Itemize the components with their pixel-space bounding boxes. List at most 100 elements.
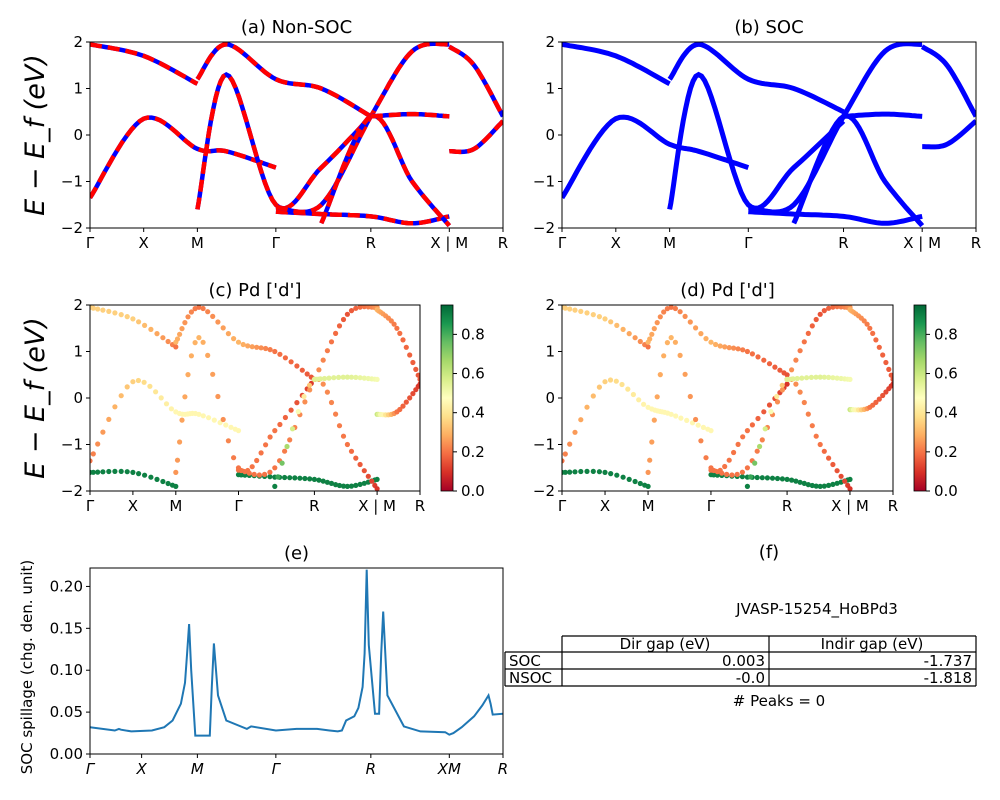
band-point	[215, 319, 221, 325]
band-point	[661, 353, 667, 359]
x-tick-label: R	[366, 234, 376, 252]
band-point	[562, 451, 568, 457]
band-point	[240, 341, 246, 348]
band-point	[148, 474, 154, 480]
band-point	[744, 483, 751, 489]
band-point	[357, 375, 363, 381]
band-point	[413, 366, 419, 372]
band-point	[394, 325, 400, 331]
x-tick-label: Γ	[86, 234, 95, 252]
colorbar-tick-label: 0.6	[461, 365, 485, 383]
band-point	[693, 416, 699, 423]
band-point	[651, 417, 657, 423]
band-point	[254, 344, 260, 350]
band-point	[834, 468, 840, 474]
band-point	[801, 399, 807, 406]
band-point	[220, 325, 226, 331]
band-point	[689, 420, 696, 426]
table-row-nsoc-indir-gap: -1.818	[924, 669, 972, 687]
band-point	[847, 376, 853, 382]
x-tick-label: Γ	[558, 234, 567, 252]
band-point	[672, 339, 679, 345]
y-tick-label: 0	[545, 126, 555, 144]
band-point	[572, 307, 578, 313]
band-point	[637, 480, 643, 487]
y-tick-label: −2	[533, 219, 555, 237]
band-point	[277, 351, 283, 357]
x-tick-label: R	[366, 760, 376, 778]
band-point	[626, 476, 632, 482]
band-point	[768, 409, 774, 415]
band-point	[182, 320, 188, 326]
band-point	[678, 415, 684, 421]
band-point	[340, 316, 347, 323]
band-point	[649, 331, 655, 337]
band-point	[759, 475, 765, 481]
panel-title: (d) Pd ['d']	[680, 280, 775, 301]
band-point	[813, 374, 819, 380]
band-point	[754, 448, 760, 454]
band-point	[179, 326, 185, 332]
band-point	[130, 469, 136, 475]
band-point	[657, 314, 663, 320]
x-tick-label: Γ	[86, 497, 95, 515]
band-point	[220, 416, 226, 423]
band-point	[100, 307, 106, 313]
y-tick-label: 0.20	[50, 577, 83, 595]
band-point	[148, 326, 154, 332]
band-point	[344, 374, 350, 380]
band-point	[348, 448, 355, 454]
band-point	[562, 469, 568, 475]
band-point	[231, 455, 237, 461]
band-point	[307, 387, 313, 393]
band-point	[258, 450, 264, 456]
band-point	[246, 470, 252, 476]
y-tick-label: 0.10	[50, 661, 83, 679]
band-point	[739, 474, 746, 480]
band-point	[304, 371, 310, 377]
x-tick-label: R	[498, 234, 508, 252]
band-point	[361, 375, 367, 381]
band-point	[353, 482, 359, 488]
band-point	[324, 479, 330, 485]
band-point	[826, 374, 832, 380]
y-tick-label: 0	[545, 389, 555, 407]
band-point	[698, 438, 704, 444]
band-point	[403, 344, 409, 350]
x-tick-label: R	[838, 234, 848, 252]
colorbar-tick-label: 0.8	[934, 325, 958, 343]
band-point	[867, 325, 873, 331]
table-header-indir-gap: Indir gap (eV)	[821, 635, 924, 653]
band-point	[821, 448, 827, 454]
band-point	[118, 468, 124, 474]
x-tick-label: Γ	[707, 497, 716, 515]
band-point	[112, 404, 118, 410]
band-line-nsoc-blue	[90, 42, 199, 86]
band-point	[888, 372, 893, 378]
table-row-soc-label: SOC	[509, 652, 541, 670]
band-point	[567, 441, 573, 447]
band-point	[245, 343, 251, 349]
band-point	[842, 478, 848, 484]
band-point	[188, 353, 194, 359]
band-point	[223, 422, 229, 428]
band-point	[174, 457, 181, 463]
band-point	[596, 384, 603, 390]
axes-frame	[89, 567, 504, 755]
band-point	[210, 371, 216, 377]
band-point	[135, 377, 141, 384]
band-point	[703, 336, 709, 342]
band-point	[703, 455, 709, 461]
y-tick-label: 1	[545, 343, 555, 361]
band-point	[838, 473, 844, 479]
band-point	[361, 305, 367, 310]
band-point	[200, 413, 206, 419]
band-point	[173, 483, 179, 489]
band-point	[340, 433, 347, 439]
band-point	[784, 372, 790, 378]
band-point	[607, 377, 614, 383]
band-point	[136, 471, 142, 477]
band-point	[228, 424, 234, 430]
band-point	[864, 321, 870, 327]
x-tick-label: Γ	[744, 234, 753, 252]
